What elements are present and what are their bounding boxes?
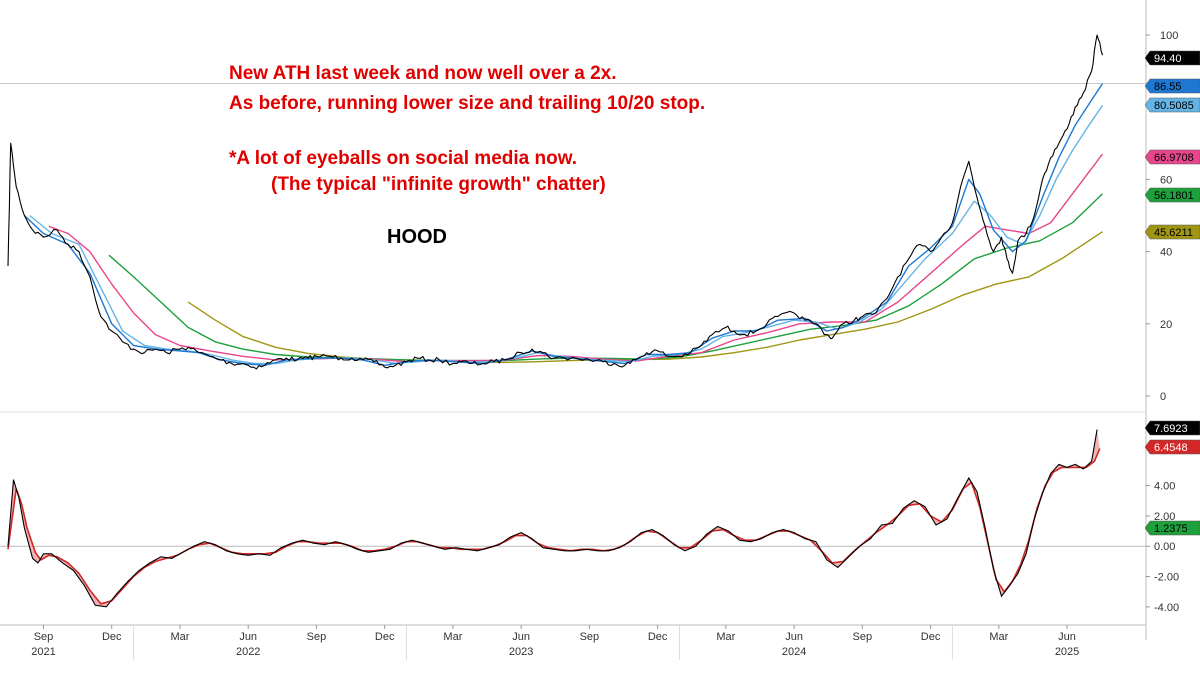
price-badge-5: 45.6211 — [1145, 225, 1200, 239]
year-tick-label: 2022 — [236, 646, 260, 658]
value-badges: 94.40 86.55 80.5085 66.9708 56.1801 45.6211 7.… — [1145, 51, 1200, 535]
osc-badge-2-label: 1.2375 — [1154, 523, 1188, 535]
osc-y-tick-label: -2.00 — [1154, 572, 1179, 584]
price-badge-4: 56.1801 — [1145, 188, 1200, 202]
month-tick-label: Dec — [375, 631, 395, 643]
price-y-tick-label: 0 — [1160, 391, 1166, 403]
series-ema-20 — [30, 105, 1103, 363]
month-tick-label: Dec — [102, 631, 122, 643]
month-tick-label: Jun — [512, 631, 530, 643]
price-badge-0: 94.40 — [1145, 51, 1200, 65]
month-tick-label: Mar — [170, 631, 189, 643]
osc-badge-2: 1.2375 — [1145, 521, 1200, 535]
year-tick-label: 2025 — [1055, 646, 1079, 658]
month-tick-label: Mar — [716, 631, 735, 643]
month-tick-label: Sep — [307, 631, 327, 643]
price-y-tick-label: 100 — [1160, 30, 1178, 42]
price-badge-3-label: 66.9708 — [1154, 152, 1194, 164]
series-oscillator-slow — [8, 449, 1100, 604]
osc-badge-1-label: 6.4548 — [1154, 442, 1188, 454]
month-tick-label: Dec — [921, 631, 941, 643]
month-tick-label: Sep — [580, 631, 600, 643]
price-panel — [8, 35, 1103, 369]
osc-badge-0-label: 7.6923 — [1154, 423, 1188, 435]
year-tick-label: 2021 — [31, 646, 55, 658]
month-tick-label: Mar — [443, 631, 462, 643]
month-tick-label: Mar — [989, 631, 1008, 643]
price-badge-2: 80.5085 — [1145, 98, 1200, 112]
series-hood-price — [8, 35, 1103, 369]
month-tick-label: Sep — [34, 631, 54, 643]
month-tick-label: Sep — [853, 631, 873, 643]
price-y-tick-label: 60 — [1160, 174, 1172, 186]
year-tick-label: 2024 — [782, 646, 806, 658]
osc-badge-0: 7.6923 — [1145, 421, 1200, 435]
month-tick-label: Jun — [1058, 631, 1076, 643]
price-y-tick-label: 20 — [1160, 319, 1172, 331]
month-tick-label: Jun — [785, 631, 803, 643]
series-ema-10 — [24, 84, 1102, 366]
series-ma-200 — [188, 232, 1102, 363]
price-badge-4-label: 56.1801 — [1154, 190, 1194, 202]
osc-y-tick-label: -4.00 — [1154, 602, 1179, 614]
annotation-line-3: *A lot of eyeballs on social media now. — [229, 148, 577, 170]
price-badge-1: 86.55 — [1145, 79, 1200, 93]
price-badge-1-label: 86.55 — [1154, 81, 1182, 93]
osc-y-tick-label: 4.00 — [1154, 481, 1175, 493]
price-badge-2-label: 80.5085 — [1154, 100, 1194, 112]
osc-y-tick-label: 0.00 — [1154, 541, 1175, 553]
osc-badge-1: 6.4548 — [1145, 440, 1200, 454]
month-tick-label: Dec — [648, 631, 668, 643]
price-badge-5-label: 45.6211 — [1154, 227, 1193, 239]
ticker-label: HOOD — [387, 226, 447, 249]
price-badge-3: 66.9708 — [1145, 150, 1200, 164]
month-tick-label: Jun — [239, 631, 257, 643]
annotation-line-4: (The typical "infinite growth" chatter) — [271, 174, 606, 196]
oscillator-panel — [8, 430, 1100, 607]
annotation-line-2: As before, running lower size and traili… — [229, 93, 705, 115]
year-tick-label: 2023 — [509, 646, 533, 658]
price-y-tick-label: 40 — [1160, 247, 1172, 259]
annotation-line-1: New ATH last week and now well over a 2x… — [229, 63, 617, 85]
price-badge-0-label: 94.40 — [1154, 53, 1182, 65]
